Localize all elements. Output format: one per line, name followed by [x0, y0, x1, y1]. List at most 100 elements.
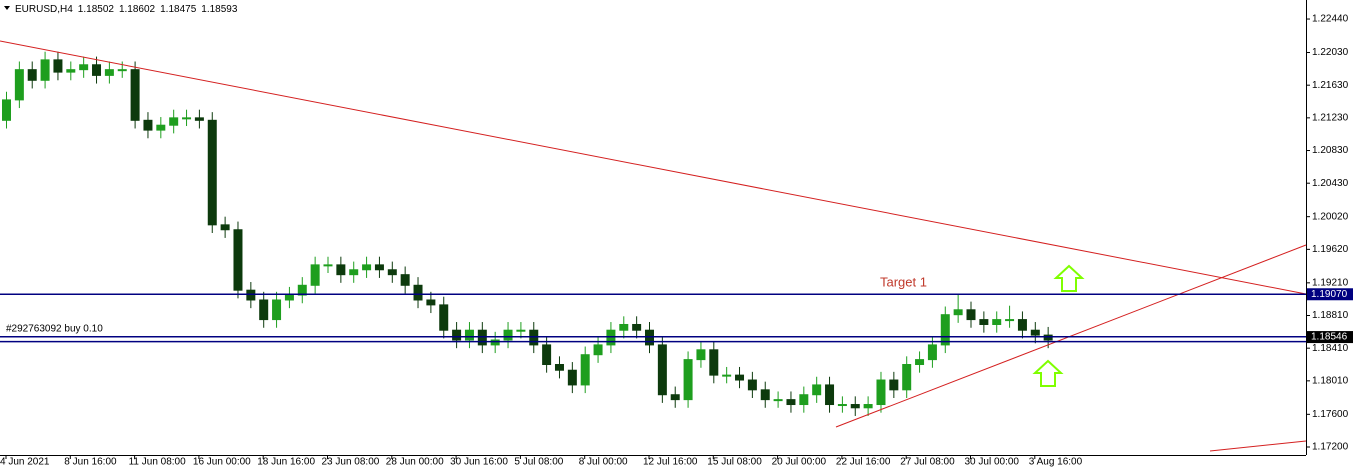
y-tick-label: 1.19620 — [1312, 244, 1349, 255]
candle-body — [387, 269, 397, 276]
x-tick-label: 30 Jul 00:00 — [965, 457, 1020, 468]
candle-body — [104, 69, 114, 76]
candle-body — [1043, 334, 1053, 341]
x-tick-label: 30 Jun 16:00 — [450, 457, 508, 468]
candle-body — [53, 59, 63, 73]
candle-body — [259, 299, 269, 321]
x-tick-label: 8 Jun 16:00 — [64, 457, 117, 468]
candle-body — [1005, 319, 1015, 322]
candle-body — [786, 399, 796, 406]
candle-body — [14, 69, 24, 101]
candle-body — [992, 319, 1002, 325]
candle-body — [477, 329, 487, 346]
candle-body — [362, 264, 372, 271]
candle-body — [683, 359, 693, 401]
candle-body — [194, 117, 204, 121]
y-tick-label: 1.20430 — [1312, 178, 1349, 189]
y-tick-label: 1.20020 — [1312, 211, 1349, 222]
candle-body — [966, 309, 976, 321]
header-price: 1.18602 — [119, 4, 156, 15]
candle-body — [657, 344, 667, 396]
candle-body — [1030, 329, 1040, 336]
header-price: 1.18502 — [78, 4, 115, 15]
x-tick-label: 28 Jun 00:00 — [386, 457, 444, 468]
candle-body — [619, 323, 629, 331]
candle-body — [92, 64, 102, 76]
current-price-label: 1.18546 — [1311, 332, 1348, 343]
candle-body — [207, 119, 217, 226]
x-tick-label: 3 Aug 16:00 — [1029, 457, 1083, 468]
candle-body — [889, 379, 899, 391]
candle-body — [567, 369, 577, 386]
header-price: 1.18475 — [160, 4, 197, 15]
candle-body — [297, 284, 307, 296]
candle-body — [336, 264, 346, 276]
candle-body — [645, 329, 654, 346]
candle-body — [593, 344, 603, 356]
candle-body — [156, 124, 166, 131]
candle-body — [2, 99, 11, 121]
x-tick-label: 27 Jul 08:00 — [900, 457, 955, 468]
x-tick-label: 18 Jun 16:00 — [257, 457, 315, 468]
up-arrow — [1032, 359, 1064, 387]
symbol: EURUSD,H4 — [15, 4, 73, 15]
up-arrow — [1053, 264, 1085, 292]
candle-body — [799, 394, 809, 406]
x-tick-label: 20 Jul 00:00 — [772, 457, 827, 468]
candle-body — [130, 69, 140, 121]
header-price: 1.18593 — [201, 4, 238, 15]
y-tick-label: 1.21230 — [1312, 112, 1349, 123]
candle-body — [837, 404, 847, 407]
candle-body — [66, 69, 76, 73]
candle-body — [940, 314, 950, 346]
candle-body — [722, 374, 732, 377]
x-tick-label: 22 Jul 16:00 — [836, 457, 891, 468]
candle-body — [554, 364, 564, 371]
candle-body — [670, 394, 680, 401]
candle-body — [310, 264, 320, 286]
candle-body — [503, 329, 513, 341]
trend-line — [0, 40, 1307, 295]
candle-body — [606, 329, 616, 346]
x-tick-label: 15 Jul 08:00 — [707, 457, 762, 468]
candle-body — [349, 269, 359, 276]
candle-body — [117, 69, 127, 72]
candle-body — [452, 329, 462, 341]
menu-triangle[interactable] — [4, 6, 10, 10]
candle-body — [233, 229, 243, 291]
candle-body — [400, 274, 410, 286]
y-tick-label: 1.20830 — [1312, 145, 1349, 156]
price-box — [1307, 288, 1353, 301]
price-box — [1307, 331, 1353, 344]
candle-body — [915, 359, 925, 366]
candle-body — [182, 117, 192, 120]
candle-body — [709, 349, 719, 376]
y-tick-label: 1.22440 — [1312, 14, 1349, 25]
x-tick-label: 4 Jun 2021 — [0, 457, 50, 468]
candle-body — [1017, 319, 1027, 331]
y-tick-label: 1.17200 — [1312, 442, 1349, 453]
candle-body — [902, 364, 912, 391]
x-tick-label: 12 Jul 16:00 — [643, 457, 698, 468]
candle-body — [79, 64, 89, 71]
y-tick-label: 1.17600 — [1312, 409, 1349, 420]
candle-body — [426, 299, 436, 306]
y-tick-label: 1.18010 — [1312, 375, 1349, 386]
candle-body — [927, 344, 937, 361]
candle-body — [516, 329, 526, 332]
x-tick-label: 11 Jun 08:00 — [129, 457, 187, 468]
candle-body — [850, 404, 860, 409]
candle-body — [27, 69, 37, 81]
candle-body — [735, 374, 745, 381]
candle-body — [876, 379, 886, 406]
symbol-header: EURUSD,H4 1.18502 1.18602 1.18475 1.18593 — [15, 4, 238, 15]
candle-body — [272, 299, 282, 321]
candle-body — [953, 309, 963, 316]
x-tick-label: 23 Jun 08:00 — [322, 457, 380, 468]
candle-body — [979, 319, 989, 325]
price-box-label: 1.19070 — [1311, 289, 1348, 300]
plot-area — [2, 51, 1053, 416]
candle-body — [246, 289, 256, 301]
